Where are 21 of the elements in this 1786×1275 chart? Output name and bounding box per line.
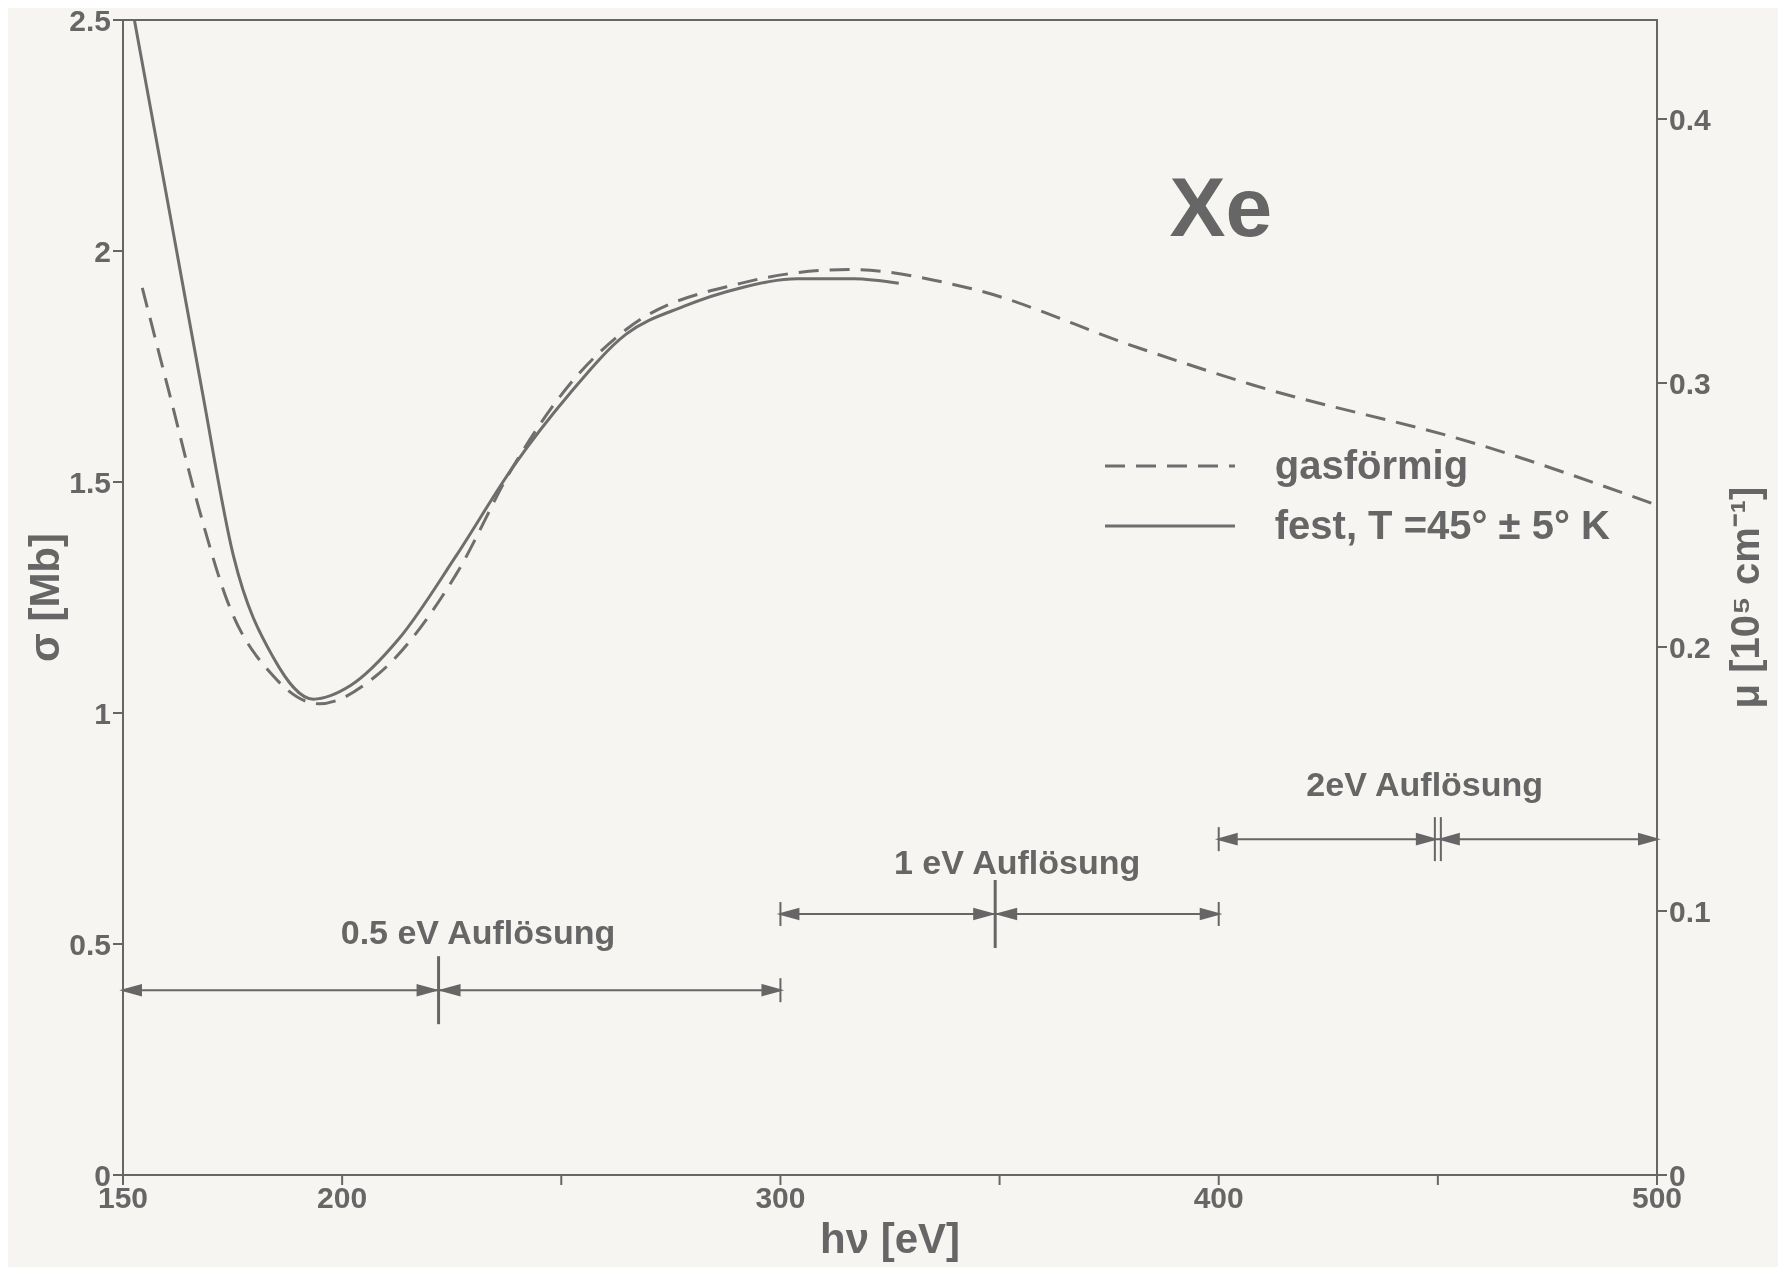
y-tick-label: 1: [94, 696, 111, 730]
y-tick-label: 1.5: [69, 465, 111, 499]
y2-tick-label: 0.4: [1669, 102, 1712, 136]
legend-label: gasförmig: [1274, 443, 1469, 489]
y-tick-label: 0.5: [69, 927, 111, 961]
text: Xe: [1169, 160, 1273, 255]
y2-axis-title: μ [10⁵ cm⁻¹]: [1722, 486, 1767, 709]
y-tick-label: 2.5: [69, 3, 111, 37]
y-tick-label: 2: [94, 234, 111, 268]
x-tick-label: 300: [755, 1181, 806, 1215]
annotation: 2eV Auflösung: [1306, 764, 1544, 803]
annotation: 1 eV Auflösung: [894, 843, 1141, 882]
y-axis-title: σ [Mb]: [21, 532, 69, 663]
x-tick-label: 400: [1193, 1181, 1244, 1215]
y2-tick-label: 0.2: [1669, 630, 1711, 664]
y2-tick-label: 0.1: [1669, 894, 1711, 928]
x-tick-label: 200: [317, 1181, 368, 1215]
legend-label: fest, T =45° ± 5° K: [1274, 503, 1610, 549]
y2-tick-label: 0.3: [1669, 366, 1711, 400]
annotation: 0.5 eV Auflösung: [340, 912, 616, 951]
x-axis-title: hν [eV]: [819, 1215, 961, 1262]
